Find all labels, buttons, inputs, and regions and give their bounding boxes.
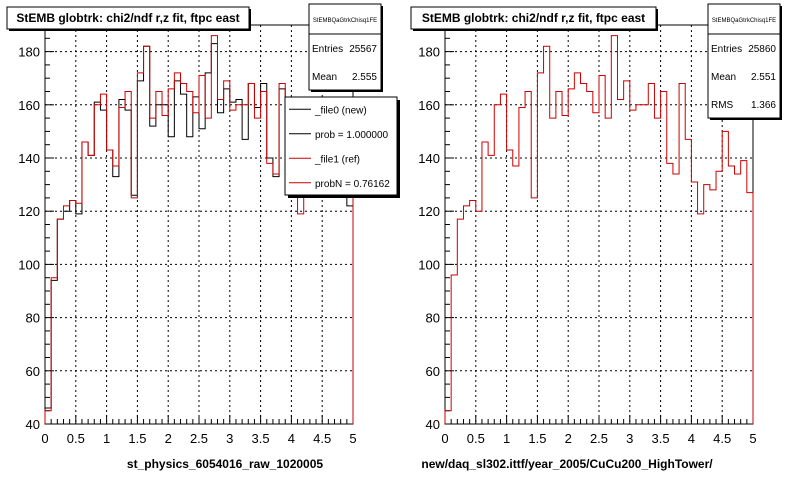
x-axis-label: st_physics_6054016_raw_1020005 xyxy=(127,457,323,471)
y-tick-label: 100 xyxy=(418,257,440,272)
x-tick-label: 2 xyxy=(565,431,572,446)
legend-entry: _file1 (ref) xyxy=(314,154,360,165)
y-tick-label: 140 xyxy=(18,151,40,166)
stats-row-label: Entries xyxy=(312,44,343,55)
x-tick-label: 4 xyxy=(688,431,695,446)
histogram-series-2 xyxy=(44,35,354,424)
x-tick-label: 2.5 xyxy=(590,431,608,446)
y-tick-label: 80 xyxy=(426,311,440,326)
x-tick-label: 2.5 xyxy=(190,431,208,446)
x-tick-label: 5 xyxy=(349,431,356,446)
stats-row-label: RMS xyxy=(711,100,734,111)
x-tick-label: 4.5 xyxy=(713,431,731,446)
y-tick-label: 60 xyxy=(26,364,40,379)
stats-row-value: 25860 xyxy=(748,44,776,55)
x-tick-label: 0.5 xyxy=(467,431,485,446)
y-tick-label: 60 xyxy=(426,364,440,379)
histogram-panel-2: 0 0.5 1 1.5 2 2.5 3 3.5 4 4.5 5 40 60 80 100 120 140 160 1… xyxy=(410,3,782,471)
x-tick-label: 3 xyxy=(226,431,233,446)
title-box xyxy=(6,6,250,30)
stats-row-label: Entries xyxy=(711,44,742,55)
x-tick-label: 1 xyxy=(503,431,510,446)
stats-row-label: Mean xyxy=(711,72,736,83)
x-tick-label: 0 xyxy=(441,431,448,446)
x-tick-label: 0.5 xyxy=(67,431,85,446)
legend-entry: prob = 1.000000 xyxy=(315,130,389,141)
x-tick-label: 3 xyxy=(626,431,633,446)
legend-box xyxy=(284,96,398,196)
title-box xyxy=(410,6,657,30)
x-tick-label: 3.5 xyxy=(252,431,270,446)
y-tick-label: 140 xyxy=(418,151,440,166)
x-tick-label: 0 xyxy=(41,431,48,446)
x-tick-label: 5 xyxy=(749,431,756,446)
x-tick-label: 1 xyxy=(103,431,110,446)
y-tick-label: 120 xyxy=(418,204,440,219)
chart-title: StEMB globtrk: chi2/ndf r,z fit, ftpc ea… xyxy=(422,11,645,25)
x-tick-label: 1.5 xyxy=(528,431,546,446)
x-tick-label: 1.5 xyxy=(128,431,146,446)
histogram-panel-1: 0 0.5 1 1.5 2 2.5 3 3.5 4 4.5 5 40 60 80 100 120 140 160 1… xyxy=(6,3,400,471)
x-tick-label: 4.5 xyxy=(313,431,331,446)
y-tick-label: 100 xyxy=(18,257,40,272)
y-tick-label: 40 xyxy=(426,417,440,432)
chart-title: StEMB globtrk: chi2/ndf r,z fit, ftpc ea… xyxy=(16,11,239,25)
histogram-series-1 xyxy=(444,35,754,424)
y-tick-label: 120 xyxy=(18,204,40,219)
legend-entry: _file0 (new) xyxy=(314,105,367,116)
stats-row-value: 2.555 xyxy=(352,72,377,83)
y-tick-label: 80 xyxy=(26,311,40,326)
x-tick-label: 3.5 xyxy=(652,431,670,446)
stats-box-name: StEMBQaGtrkChisq1FE xyxy=(313,18,377,24)
stats-box xyxy=(707,3,781,119)
stats-box xyxy=(308,3,382,91)
legend-entry: probN = 0.76162 xyxy=(315,179,390,190)
stats-row-value: 2.551 xyxy=(751,72,776,83)
stats-row-value: 1.366 xyxy=(751,100,776,111)
stats-row-label: Mean xyxy=(312,72,337,83)
y-tick-label: 180 xyxy=(418,45,440,60)
y-tick-label: 40 xyxy=(26,417,40,432)
y-tick-label: 160 xyxy=(18,98,40,113)
stats-box-name: StEMBQaGtrkChisq1FE xyxy=(712,18,776,24)
y-tick-label: 180 xyxy=(18,45,40,60)
stats-row-value: 25567 xyxy=(349,44,377,55)
x-axis-label: new/daq_sl302.ittf/year_2005/CuCu200_Hig… xyxy=(421,457,713,471)
y-tick-label: 160 xyxy=(418,98,440,113)
x-tick-label: 4 xyxy=(288,431,295,446)
x-tick-label: 2 xyxy=(165,431,172,446)
